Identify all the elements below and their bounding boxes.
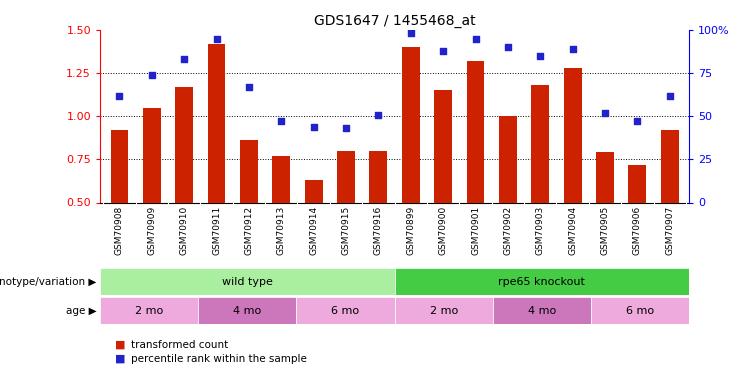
Text: 6 mo: 6 mo [331,306,359,315]
Text: 2 mo: 2 mo [430,306,458,315]
Text: GSM70902: GSM70902 [503,206,512,255]
Text: GSM70909: GSM70909 [147,206,156,255]
Bar [207,44,225,203]
Point [405,30,416,36]
Text: 4 mo: 4 mo [528,306,556,315]
Bar [395,268,689,295]
Point [599,110,611,116]
Point [340,125,352,131]
Point [631,118,643,124]
Text: transformed count: transformed count [131,340,228,350]
Bar [493,297,591,324]
Text: 4 mo: 4 mo [233,306,262,315]
Text: ■: ■ [115,340,125,350]
Point [308,124,319,130]
Text: wild type: wild type [222,277,273,286]
Bar [100,297,199,324]
Point [664,93,676,99]
Text: GSM70914: GSM70914 [309,206,318,255]
Text: GSM70908: GSM70908 [115,206,124,255]
Bar [176,87,193,202]
Text: GSM70905: GSM70905 [600,206,610,255]
Text: GSM70900: GSM70900 [439,206,448,255]
Text: ■: ■ [115,354,125,363]
Point [567,46,579,52]
Text: GSM70901: GSM70901 [471,206,480,255]
Bar [370,151,388,202]
Point [470,36,482,42]
Bar [628,165,646,202]
Bar [395,297,493,324]
Bar [564,68,582,203]
Point [179,56,190,62]
Bar [661,130,679,203]
Bar [402,47,419,202]
Bar [531,85,549,202]
Point [146,72,158,78]
Text: GSM70907: GSM70907 [665,206,674,255]
Text: GSM70903: GSM70903 [536,206,545,255]
Text: GSM70904: GSM70904 [568,206,577,255]
Text: GSM70913: GSM70913 [277,206,286,255]
Point [113,93,125,99]
Bar [337,151,355,202]
Text: genotype/variation ▶: genotype/variation ▶ [0,277,96,286]
Point [373,111,385,117]
Text: age ▶: age ▶ [66,306,96,315]
Text: rpe65 knockout: rpe65 knockout [499,277,585,286]
Title: GDS1647 / 1455468_at: GDS1647 / 1455468_at [313,13,476,28]
Bar [143,108,161,202]
Text: GSM70910: GSM70910 [179,206,189,255]
Point [276,118,288,124]
Bar [110,130,128,203]
Point [437,48,449,54]
Point [502,44,514,50]
Text: GSM70916: GSM70916 [374,206,383,255]
Text: GSM70906: GSM70906 [633,206,642,255]
Text: GSM70915: GSM70915 [342,206,350,255]
Text: GSM70912: GSM70912 [245,206,253,255]
Bar [591,297,689,324]
Point [243,84,255,90]
Bar [467,61,485,202]
Point [534,53,546,59]
Text: 6 mo: 6 mo [626,306,654,315]
Bar [305,180,322,203]
Text: GSM70911: GSM70911 [212,206,221,255]
Bar [596,153,614,203]
Bar [434,90,452,202]
Bar [240,140,258,202]
Bar [273,156,290,203]
Bar [100,268,395,295]
Text: GSM70899: GSM70899 [406,206,415,255]
Point [210,36,222,42]
Bar [199,297,296,324]
Text: percentile rank within the sample: percentile rank within the sample [131,354,307,363]
Bar [296,297,395,324]
Text: 2 mo: 2 mo [135,306,163,315]
Bar [499,116,516,202]
